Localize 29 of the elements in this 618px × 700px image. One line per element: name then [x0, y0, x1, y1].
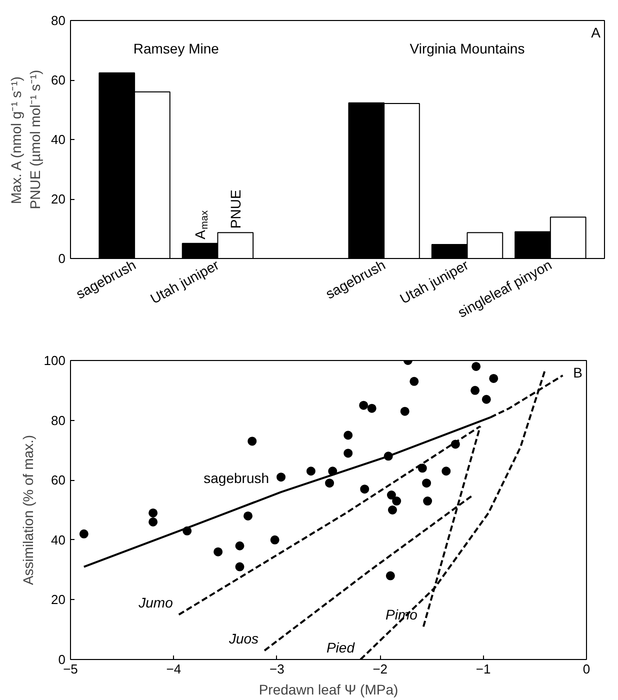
text: Amax	[192, 210, 211, 240]
y-axis-title: Assimilation (% of max.)	[20, 434, 36, 586]
y-tick-label: 80	[51, 13, 66, 28]
y-tick-label: 40	[51, 132, 66, 147]
series-label: Jumo	[138, 594, 174, 611]
series-label: Pimo	[386, 606, 418, 623]
text: PNUE	[227, 190, 244, 229]
y-tick-label: 60	[51, 72, 66, 88]
series-label: sagebrush	[204, 470, 270, 486]
y-tick-label: 80	[51, 412, 66, 428]
series-label: Juos	[228, 630, 259, 647]
annotation: Virginia Mountains	[410, 40, 525, 56]
x-tick-label: −1	[476, 662, 491, 676]
y-tick-label: 20	[51, 192, 66, 206]
x-axis-title: Predawn leaf Ψ (MPa)	[258, 682, 398, 698]
y-tick-label: 20	[51, 592, 66, 608]
y-axis-title: Max. A (nmol g⁻¹ s⁻¹) PNUE (µmol mol⁻¹ s⁻¹)	[8, 70, 44, 210]
series-label: Pied	[326, 640, 356, 656]
x-tick-label: 0	[582, 662, 590, 676]
y-tick-label: 60	[51, 472, 66, 488]
x-tick-label: −3	[269, 662, 284, 676]
annotation: B	[573, 364, 583, 380]
annotation: A	[591, 24, 602, 40]
annotation: Ramsey Mine	[133, 40, 220, 56]
y-tick-label: 40	[51, 532, 66, 548]
x-tick-label: −4	[166, 662, 182, 676]
y-tick-label: 100	[44, 353, 66, 368]
y-tick-label: 0	[58, 652, 66, 667]
x-tick-label: −2	[372, 662, 388, 676]
